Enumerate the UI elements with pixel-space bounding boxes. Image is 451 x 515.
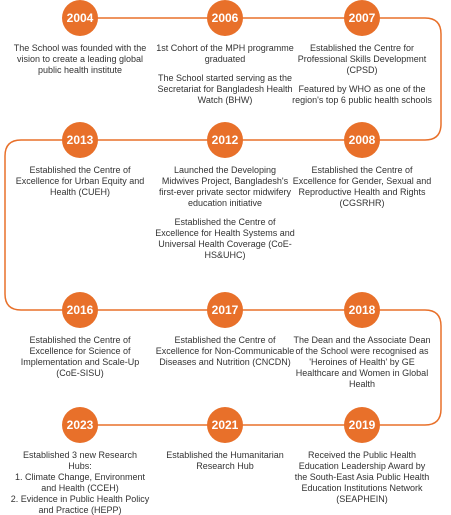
milestone-text: Established the Centre of Excellence for… [155,335,295,376]
year-badge: 2017 [207,292,243,328]
year-badge: 2004 [62,0,98,36]
milestone-text: Received the Public Health Education Lea… [292,450,432,513]
milestone-text: Launched the Developing Midwives Project… [155,165,295,269]
year-badge: 2007 [344,0,380,36]
year-badge: 2023 [62,407,98,443]
milestone-text: The School was founded with the vision t… [10,43,150,84]
year-badge: 2008 [344,122,380,158]
year-badge: 2013 [62,122,98,158]
milestone-text: Established the Centre of Excellence for… [10,165,150,206]
milestone-line: Established the Humanitarian Research Hu… [166,450,284,471]
milestone-text: The Dean and the Associate Dean of the S… [292,335,432,398]
year-badge: 2021 [207,407,243,443]
milestone-line: Established the Centre of Excellence for… [155,335,295,367]
milestone-text: Established the Centre of Excellence for… [292,165,432,217]
connector [4,17,442,426]
milestone-line: 1. Climate Change, Environment and Healt… [14,472,146,493]
milestone-line: Received the Public Health Education Lea… [294,450,430,504]
milestone-text: Established the Centre for Professional … [292,43,432,114]
milestone-line: The Dean and the Associate Dean of the S… [293,335,431,389]
milestone-text: 1st Cohort of the MPH programme graduate… [155,43,295,114]
milestone-line: Established the Centre of Excellence for… [20,335,140,378]
milestone-text: Established 3 new Research Hubs: 1. Clima… [10,450,150,515]
year-badge: 2006 [207,0,243,36]
milestone-text: Established the Humanitarian Research Hu… [155,450,295,480]
milestone-line: 1st Cohort of the MPH programme graduate… [156,43,294,64]
year-badge: 2016 [62,292,98,328]
year-badge: 2012 [207,122,243,158]
milestone-line: The School was founded with the vision t… [13,43,147,75]
milestone-line: Established the Centre of Excellence for… [155,217,295,260]
milestone-line: Established 3 new Research Hubs: [22,450,138,471]
year-badge: 2019 [344,407,380,443]
milestone-line: The School started serving as the Secret… [157,73,293,105]
year-badge: 2018 [344,292,380,328]
milestone-line: Launched the Developing Midwives Project… [158,165,292,208]
milestone-line: Established the Centre for Professional … [297,43,427,75]
milestone-text: Established the Centre of Excellence for… [10,335,150,387]
milestone-line: Established the Centre of Excellence for… [15,165,145,197]
milestone-line: Featured by WHO as one of the region's t… [292,84,432,105]
milestone-line: Established the Centre of Excellence for… [292,165,432,208]
milestone-line: 2. Evidence in Public Health Policy and … [10,494,150,515]
